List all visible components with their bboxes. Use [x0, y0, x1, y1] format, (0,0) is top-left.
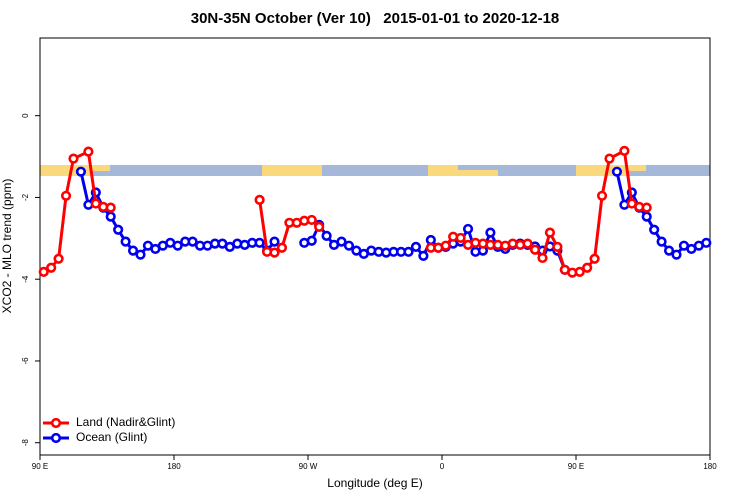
- x-tick-label: 90 E: [568, 462, 584, 471]
- data-point: [701, 237, 712, 248]
- y-axis-label: XCO2 - MLO trend (ppm): [0, 179, 14, 314]
- ocean-band: [40, 165, 710, 176]
- data-point: [53, 253, 64, 264]
- series: [75, 166, 712, 275]
- x-tick-label: 180: [167, 462, 181, 471]
- data-point: [403, 246, 414, 257]
- x-tick-label: 180: [703, 462, 717, 471]
- data-point: [127, 245, 139, 256]
- land-band: [628, 165, 646, 171]
- land-band: [428, 165, 458, 176]
- data-point: [462, 223, 474, 235]
- data-point: [276, 242, 288, 253]
- data-point: [485, 227, 496, 238]
- data-point: [522, 238, 533, 249]
- y-tick-label: -2: [21, 193, 30, 201]
- y-tick-label: -4: [21, 275, 30, 283]
- data-point: [410, 241, 422, 253]
- land-ocean-band: [40, 165, 710, 176]
- data-point: [120, 236, 131, 247]
- data-point: [537, 252, 548, 264]
- data-point: [254, 237, 265, 248]
- data-point: [455, 232, 466, 244]
- land-band: [40, 165, 92, 176]
- data-point: [582, 262, 593, 273]
- legend-label: Ocean (Glint): [76, 430, 147, 444]
- data-point: [425, 234, 436, 246]
- data-point: [135, 249, 146, 260]
- y-tick-label: -8: [21, 439, 30, 447]
- data-point: [574, 266, 585, 277]
- y-tick-label: 0: [21, 113, 30, 118]
- data-point: [172, 240, 183, 251]
- data-point: [418, 250, 429, 262]
- data-point: [269, 236, 280, 247]
- data-point: [336, 236, 347, 247]
- data-point: [671, 249, 682, 260]
- x-tick-label: 0: [440, 462, 445, 471]
- chart-title: 30N-35N October (Ver 10) 2015-01-01 to 2…: [191, 10, 560, 27]
- data-point: [544, 227, 556, 238]
- data-point: [46, 262, 57, 273]
- data-point: [269, 247, 280, 258]
- data-point: [589, 253, 600, 264]
- data-point: [68, 153, 79, 164]
- x-axis-label: Longitude (deg E): [327, 476, 422, 490]
- data-point: [38, 266, 49, 277]
- data-point: [321, 230, 332, 241]
- data-point: [656, 236, 667, 247]
- data-point: [611, 166, 623, 177]
- data-point: [113, 224, 124, 235]
- data-point: [604, 153, 615, 164]
- legend-marker: [50, 417, 62, 429]
- data-point: [306, 235, 317, 246]
- data-point: [529, 244, 541, 255]
- legend-marker: [50, 432, 62, 444]
- data-point: [440, 240, 451, 251]
- data-point: [105, 202, 116, 213]
- data-point: [641, 202, 652, 213]
- data-point: [641, 211, 652, 222]
- data-point: [105, 211, 116, 222]
- y-tick-label: -6: [21, 357, 30, 365]
- land-band: [92, 165, 110, 171]
- data-point: [619, 145, 630, 156]
- data-point: [649, 224, 660, 235]
- legend-label: Land (Nadir&Glint): [76, 415, 175, 429]
- plot-frame: [39, 37, 711, 456]
- series: [38, 145, 652, 278]
- x-tick-label: 90 E: [32, 462, 48, 471]
- data-point: [75, 166, 87, 177]
- x-tick-label: 90 W: [299, 462, 318, 471]
- data-point: [596, 190, 608, 201]
- data-point: [552, 241, 563, 253]
- data-point: [254, 194, 265, 205]
- land-band: [576, 165, 628, 176]
- data-point: [306, 214, 317, 226]
- data-point: [187, 236, 198, 247]
- data-point: [663, 245, 675, 256]
- data-point: [83, 146, 94, 157]
- data-point: [60, 190, 72, 201]
- data-point: [314, 221, 325, 232]
- land-band: [458, 170, 498, 176]
- data-point: [343, 240, 355, 251]
- land-band: [262, 165, 322, 176]
